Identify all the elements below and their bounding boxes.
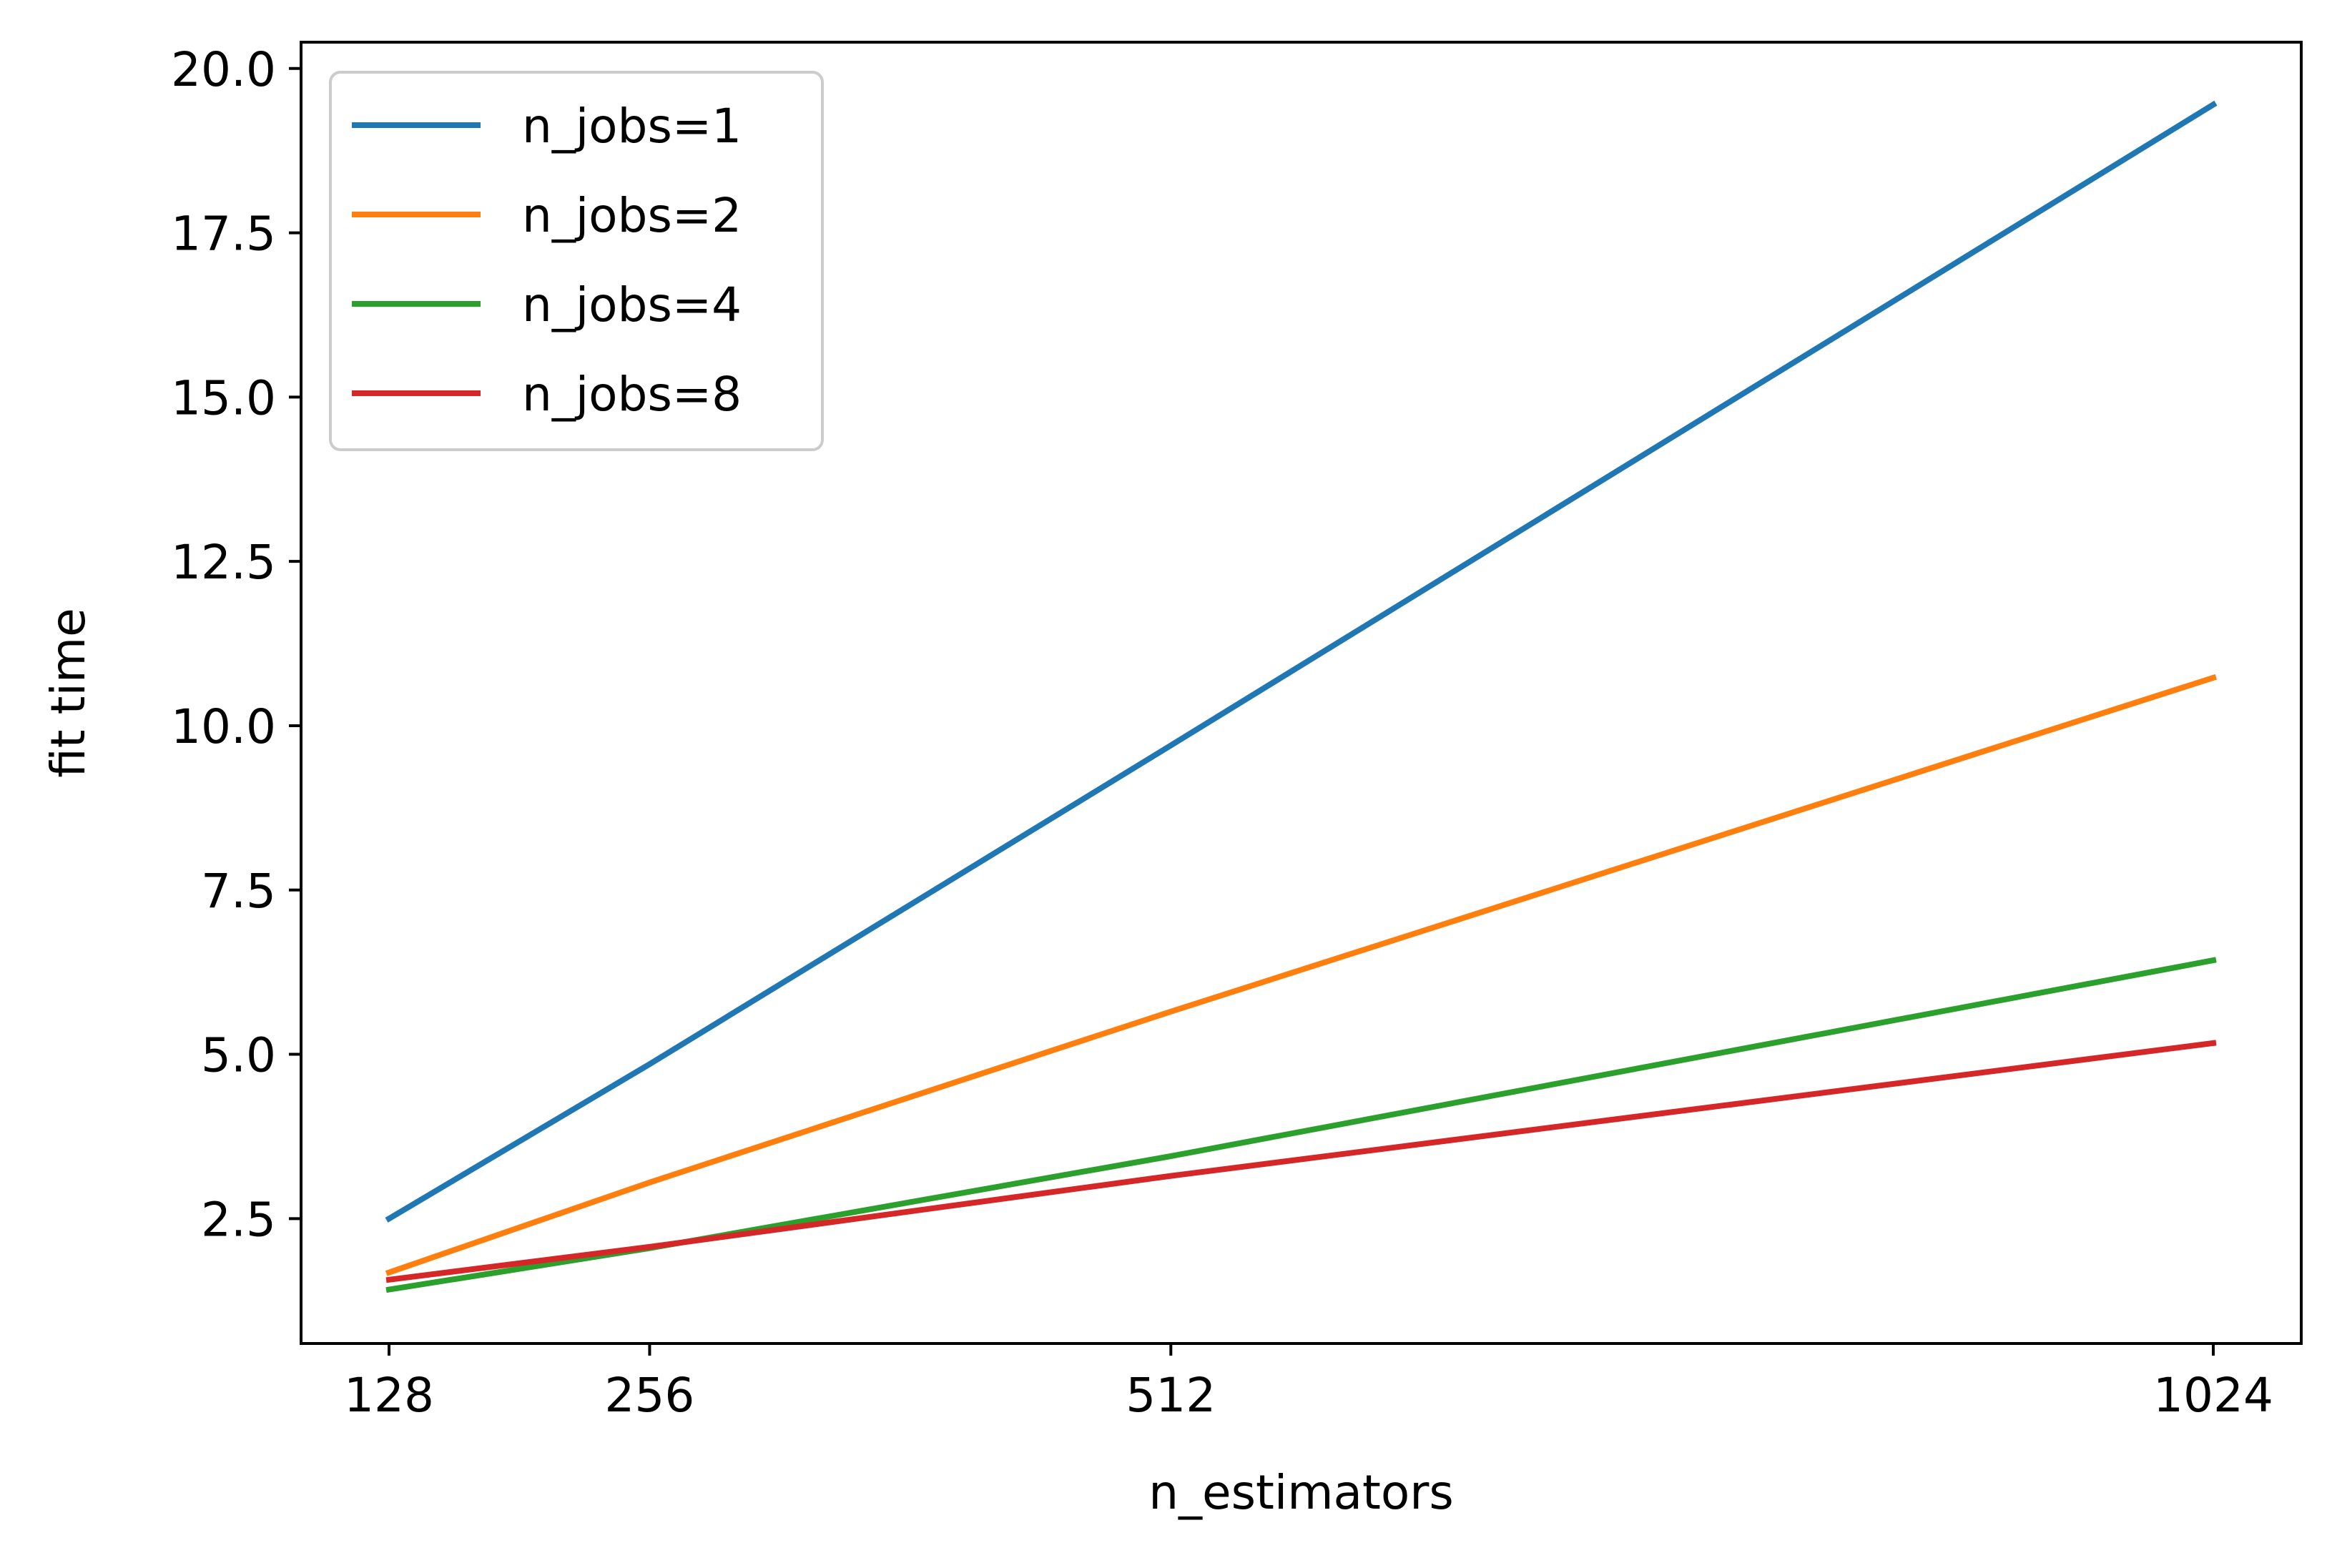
legend-box	[329, 71, 824, 451]
series-layer	[385, 100, 2218, 1293]
legend-label: n_jobs=2	[522, 188, 742, 243]
y-tick-label: 10.0	[171, 699, 276, 754]
plot-frame	[300, 41, 2303, 1345]
series-line-3	[385, 957, 2217, 1293]
y-tick-label: 17.5	[171, 207, 276, 262]
y-tick-label: 20.0	[171, 42, 276, 97]
x-tick-label: 1024	[2153, 1368, 2273, 1423]
series-line-2	[385, 674, 2218, 1276]
y-tick-label: 5.0	[201, 1028, 276, 1083]
y-tick-label: 12.5	[171, 535, 276, 590]
legend: n_jobs=1 n_jobs=2 n_jobs=4 n_jobs=8	[329, 71, 824, 451]
legend-label: n_jobs=1	[522, 99, 742, 154]
ticks-layer: 128 256 512 1024 2.5 5.0 7.5 10.0 12.5 15.0 17.5 20…	[171, 42, 2273, 1423]
x-tick-label: 256	[604, 1368, 694, 1423]
x-axis-label: n_estimators	[1148, 1465, 1454, 1520]
series-line-1	[385, 100, 2218, 1223]
series-line-4	[385, 1040, 2217, 1283]
y-tick-label: 7.5	[201, 864, 276, 919]
legend-label: n_jobs=4	[522, 277, 742, 332]
y-axis-label: fit time	[41, 608, 96, 778]
y-tick-label: 2.5	[201, 1192, 276, 1247]
legend-label: n_jobs=8	[522, 367, 742, 422]
y-tick-label: 15.0	[171, 370, 276, 425]
x-tick-label: 128	[344, 1368, 434, 1423]
x-tick-label: 512	[1126, 1368, 1216, 1423]
